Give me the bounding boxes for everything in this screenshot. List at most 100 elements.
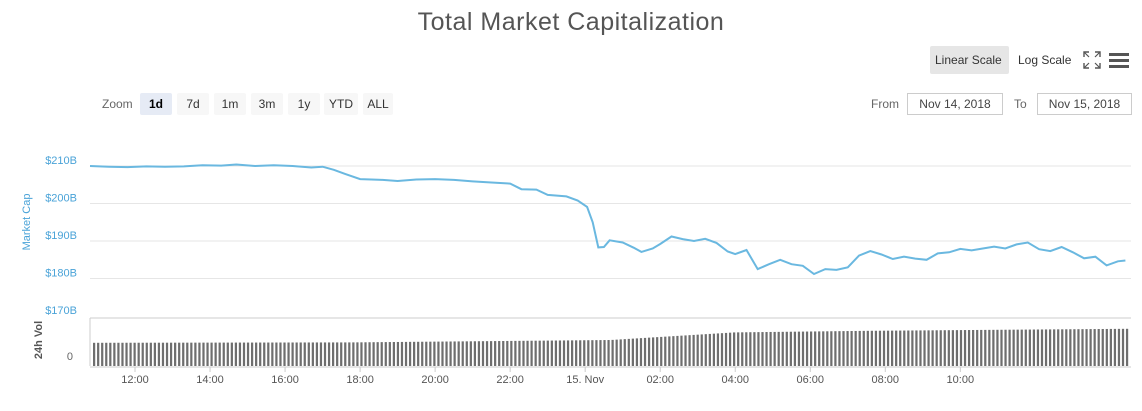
volume-bar xyxy=(117,342,120,366)
volume-bar xyxy=(137,342,140,366)
volume-bar xyxy=(388,342,391,366)
volume-bar xyxy=(526,340,529,366)
zoom-button-7d[interactable]: 7d xyxy=(177,93,209,115)
volume-bar xyxy=(745,332,748,366)
volume-bar xyxy=(376,342,379,366)
log-scale-button[interactable]: Log Scale xyxy=(1018,53,1072,67)
volume-bar xyxy=(234,342,238,366)
volume-bar xyxy=(542,340,545,366)
volume-bar xyxy=(587,340,590,366)
volume-bar xyxy=(113,342,116,366)
zoom-button-1m[interactable]: 1m xyxy=(214,93,246,115)
to-label: To xyxy=(1014,97,1027,111)
volume-bar xyxy=(165,342,169,366)
volume-bar xyxy=(332,342,335,366)
volume-bar xyxy=(481,341,485,366)
volume-bar xyxy=(947,330,950,366)
volume-bar xyxy=(1048,329,1052,366)
volume-bar xyxy=(570,340,574,366)
volume-bar xyxy=(485,341,489,366)
zoom-button-1y[interactable]: 1y xyxy=(288,93,320,115)
volume-bar xyxy=(400,341,404,366)
to-date-input[interactable]: Nov 15, 2018 xyxy=(1037,93,1132,115)
volume-bar xyxy=(303,342,306,366)
volume-bar xyxy=(263,342,266,366)
volume-bar xyxy=(631,338,634,366)
volume-bar xyxy=(433,341,436,366)
volume-bar xyxy=(461,341,464,366)
volume-bar xyxy=(546,340,549,366)
x-tick-label: 15. Nov xyxy=(566,374,604,386)
volume-bar xyxy=(870,330,873,366)
volume-bar xyxy=(1016,329,1019,366)
zoom-button-3m[interactable]: 3m xyxy=(251,93,283,115)
volume-bar xyxy=(445,341,448,366)
volume-bar xyxy=(255,342,258,366)
volume-bar xyxy=(1061,329,1064,366)
volume-bar xyxy=(866,330,869,366)
volume-bar xyxy=(765,332,768,366)
volume-bar xyxy=(271,342,274,366)
volume-bar xyxy=(822,331,825,366)
volume-bar xyxy=(700,334,703,366)
volume-bar xyxy=(623,339,626,366)
volume-bar xyxy=(891,330,894,366)
volume-bar xyxy=(469,341,472,366)
volume-bar xyxy=(510,340,513,366)
volume-bar xyxy=(206,342,209,366)
volume-bar xyxy=(145,342,148,366)
volume-bar xyxy=(704,334,707,366)
volume-bar xyxy=(101,342,104,366)
volume-bar xyxy=(1012,329,1015,366)
x-tick-label: 06:00 xyxy=(796,374,824,386)
volume-bar xyxy=(360,342,363,366)
x-tick-label: 04:00 xyxy=(721,374,749,386)
volume-bar xyxy=(915,330,918,366)
volume-bar xyxy=(895,330,898,366)
volume-bar xyxy=(992,329,995,366)
market-cap-series-line[interactable] xyxy=(89,163,1126,276)
volume-bar xyxy=(1004,329,1007,366)
volume-bar xyxy=(785,331,788,366)
volume-bar xyxy=(336,342,339,366)
volume-bar xyxy=(793,331,797,366)
hamburger-menu-icon[interactable] xyxy=(1109,52,1129,68)
volume-bar xyxy=(344,342,347,366)
volume-bar xyxy=(259,342,262,366)
volume-bar xyxy=(348,342,351,366)
volume-bar xyxy=(607,340,610,366)
volume-bar xyxy=(279,342,282,366)
volume-bar xyxy=(1044,329,1048,366)
volume-bar xyxy=(1113,328,1117,366)
zoom-label: Zoom xyxy=(102,97,133,111)
volume-bar xyxy=(202,342,205,366)
zoom-button-ytd[interactable]: YTD xyxy=(324,93,358,115)
volume-bar xyxy=(996,329,999,366)
volume-bar xyxy=(907,330,910,366)
volume-bar xyxy=(1105,328,1108,366)
volume-bar xyxy=(368,342,371,366)
volume-bar xyxy=(1032,329,1036,366)
volume-bar xyxy=(222,342,225,366)
volume-bar xyxy=(425,341,428,366)
zoom-button-1d[interactable]: 1d xyxy=(140,93,172,115)
from-date-input[interactable]: Nov 14, 2018 xyxy=(907,93,1003,115)
volume-bar xyxy=(538,340,541,366)
volume-axis-label: 24h Vol xyxy=(33,321,45,359)
x-tick-label: 12:00 xyxy=(121,374,149,386)
volume-bar xyxy=(720,333,724,366)
linear-scale-button[interactable]: Linear Scale xyxy=(930,46,1009,74)
zoom-button-all[interactable]: ALL xyxy=(363,93,393,115)
fullscreen-icon[interactable] xyxy=(1083,51,1101,69)
volume-bar xyxy=(198,342,201,366)
volume-bar xyxy=(514,340,517,366)
volume-bar xyxy=(1040,329,1044,366)
volume-bar xyxy=(489,341,493,366)
volume-bar xyxy=(639,338,643,366)
volume-bar xyxy=(684,335,687,366)
volume-bar xyxy=(133,342,136,366)
volume-bar xyxy=(583,340,586,366)
volume-bar xyxy=(97,342,100,366)
volume-bar xyxy=(797,331,801,366)
